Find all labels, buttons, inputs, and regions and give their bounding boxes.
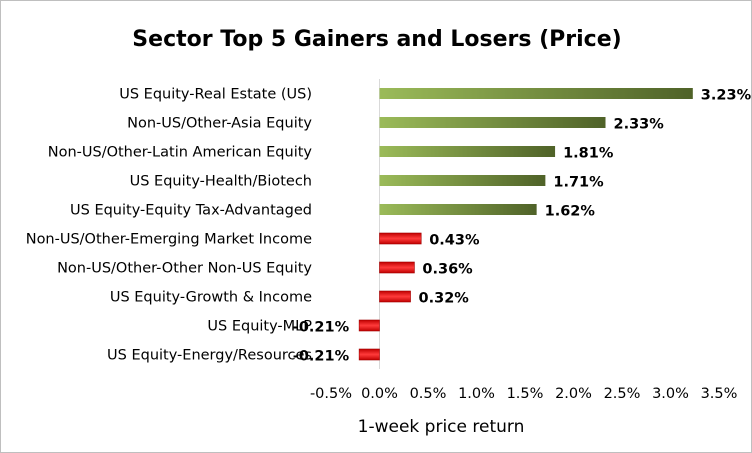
bar-layer <box>358 88 693 361</box>
category-label: US Equity-MLP <box>207 319 312 335</box>
data-label: 0.32% <box>419 291 470 307</box>
category-label: US Equity-Real Estate (US) <box>119 87 312 103</box>
data-label: 0.36% <box>422 262 473 278</box>
data-label: -0.21% <box>293 349 350 365</box>
x-tick-label: 3.5% <box>701 386 738 402</box>
x-tick-label: -0.5% <box>310 386 352 402</box>
bar <box>379 117 606 128</box>
bar <box>358 319 380 332</box>
data-label: -0.21% <box>293 320 350 336</box>
category-label: US Equity-Health/Biotech <box>130 174 312 190</box>
bar <box>379 290 411 303</box>
category-label: Non-US/Other-Other Non-US Equity <box>57 261 312 277</box>
label-layer: US Equity-Real Estate (US) 3.23% Non-US/Ot… <box>26 87 751 365</box>
category-label: Non-US/Other-Latin American Equity <box>48 145 313 161</box>
data-label: 0.43% <box>429 233 480 249</box>
bar <box>379 175 546 186</box>
axis-layer: -0.5% 0.0% 0.5% 1.0% 1.5% 2.0% 2.5% 3.0% 3.5% <box>310 79 737 402</box>
bar <box>379 146 556 157</box>
data-label: 1.71% <box>553 175 604 191</box>
x-tick-label: 1.0% <box>458 386 495 402</box>
x-tick-label: 1.5% <box>507 386 544 402</box>
x-axis-title: 1-week price return <box>358 417 525 437</box>
x-tick-label: 3.0% <box>652 386 689 402</box>
category-label: Non-US/Other-Emerging Market Income <box>26 232 312 248</box>
x-tick-label: 0.5% <box>410 386 447 402</box>
bar <box>379 261 415 274</box>
category-label: US Equity-Growth & Income <box>110 290 312 306</box>
data-label: 1.62% <box>545 204 596 220</box>
bar <box>379 88 693 99</box>
data-label: 3.23% <box>701 88 751 104</box>
chart-title: Sector Top 5 Gainers and Losers (Price) <box>132 27 621 52</box>
bar <box>379 204 537 215</box>
category-label: US Equity-Energy/Resources <box>107 348 312 364</box>
bar <box>379 232 422 245</box>
x-tick-label: 2.5% <box>604 386 641 402</box>
x-tick-label: 0.0% <box>361 386 398 402</box>
category-label: Non-US/Other-Asia Equity <box>127 116 312 132</box>
data-label: 1.81% <box>563 146 614 162</box>
bar <box>358 348 380 361</box>
x-tick-label: 2.0% <box>555 386 592 402</box>
data-label: 2.33% <box>614 117 665 133</box>
category-label: US Equity-Equity Tax-Advantaged <box>70 203 312 219</box>
